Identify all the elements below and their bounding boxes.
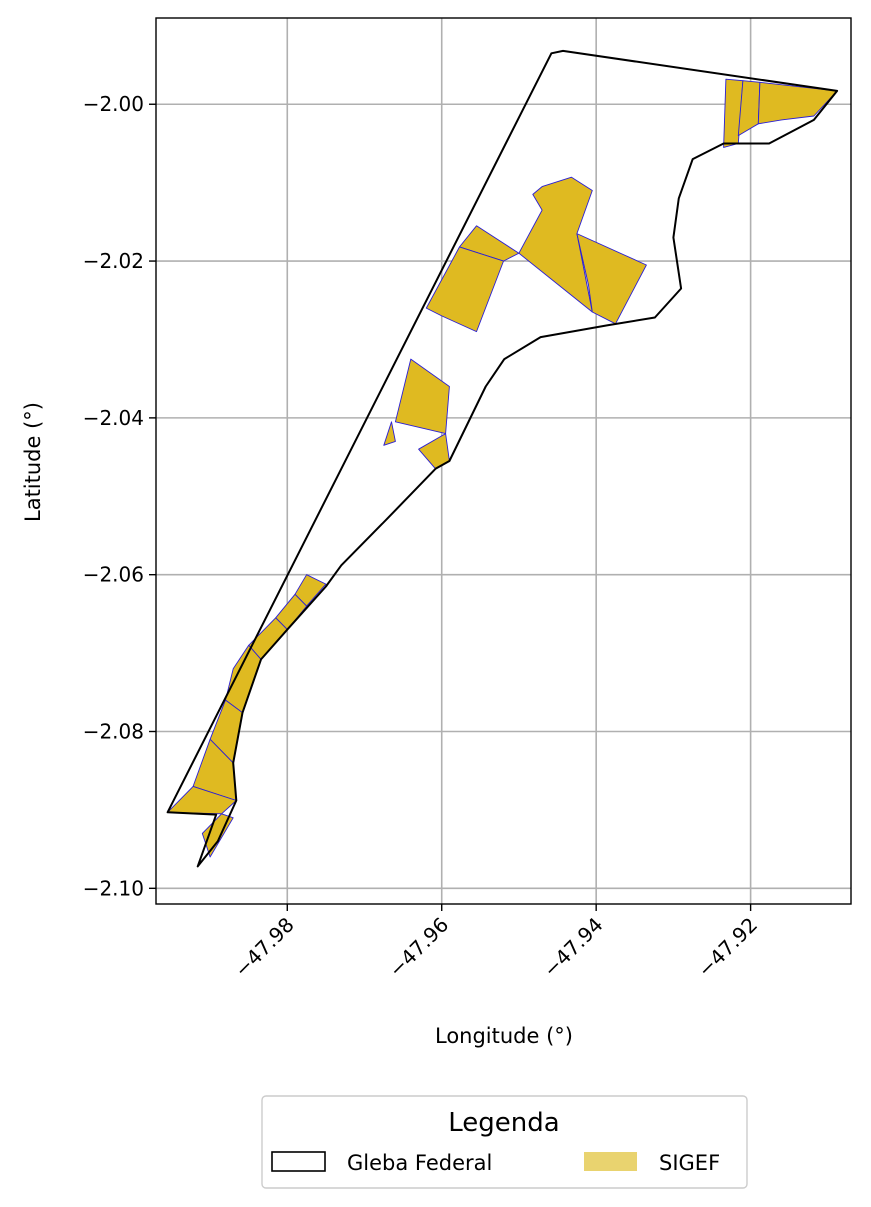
sigef-parcel bbox=[201, 813, 234, 858]
x-tick-label: −47.96 bbox=[384, 913, 453, 982]
sigef-parcel bbox=[225, 644, 262, 714]
y-tick-label: −2.04 bbox=[83, 406, 144, 430]
y-tick-label: −2.08 bbox=[83, 720, 144, 744]
y-tick-label: −2.06 bbox=[83, 563, 144, 587]
sigef-parcel bbox=[425, 246, 504, 333]
legend: Legenda Gleba Federal SIGEF bbox=[261, 1095, 748, 1189]
legend-gleba-swatch bbox=[271, 1151, 326, 1172]
plot-frame bbox=[155, 17, 852, 905]
legend-sigef-label: SIGEF bbox=[659, 1151, 720, 1175]
gleba-federal-layer bbox=[166, 49, 839, 868]
sigef-parcel bbox=[576, 233, 647, 325]
legend-title: Legenda bbox=[448, 1108, 559, 1138]
y-axis-ticks: −2.00 −2.02 −2.04 −2.06 −2.08 −2.10 bbox=[83, 92, 156, 900]
y-axis-title: Latitude (°) bbox=[21, 402, 45, 522]
sigef-parcel bbox=[383, 421, 396, 446]
y-tick-label: −2.10 bbox=[83, 876, 144, 900]
sigef-parcel-layer bbox=[167, 78, 838, 858]
gleba-federal-boundary bbox=[166, 49, 839, 868]
legend-gleba-label: Gleba Federal bbox=[347, 1151, 492, 1175]
y-tick-label: −2.00 bbox=[83, 92, 144, 116]
x-axis-title: Longitude (°) bbox=[435, 1024, 573, 1048]
x-tick-label: −47.94 bbox=[538, 913, 607, 982]
legend-sigef-swatch bbox=[584, 1152, 637, 1171]
grid-layer bbox=[156, 18, 851, 904]
y-tick-label: −2.02 bbox=[83, 249, 144, 273]
x-axis-ticks: −47.98 −47.96 −47.94 −47.92 bbox=[230, 904, 762, 982]
x-tick-label: −47.98 bbox=[230, 913, 299, 982]
x-tick-label: −47.92 bbox=[693, 913, 762, 982]
